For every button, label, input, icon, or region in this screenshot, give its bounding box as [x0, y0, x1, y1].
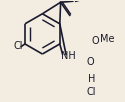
Text: O: O	[92, 36, 99, 46]
Text: H: H	[88, 74, 95, 84]
Text: Me: Me	[100, 34, 114, 44]
Text: Cl: Cl	[87, 87, 96, 97]
Text: O: O	[86, 57, 94, 67]
Text: Cl: Cl	[14, 42, 23, 52]
Text: NH: NH	[61, 50, 76, 60]
